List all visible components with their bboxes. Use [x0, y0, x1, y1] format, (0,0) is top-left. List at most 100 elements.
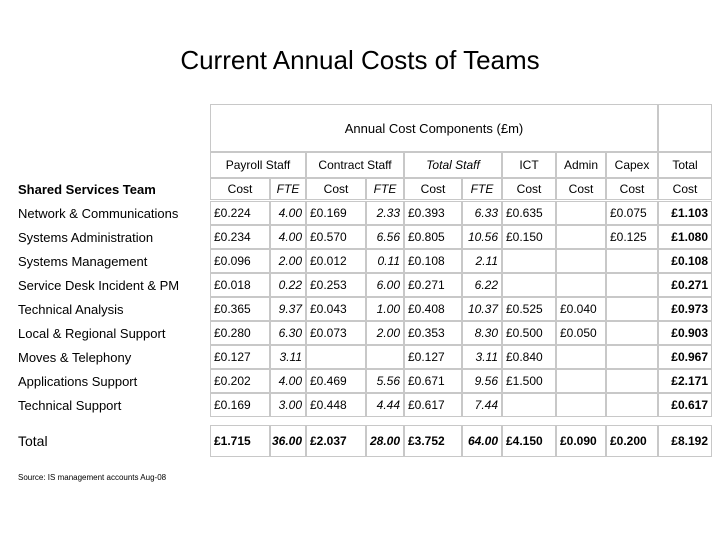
table-cell: 6.56	[366, 225, 404, 249]
row-label: Systems Management	[18, 253, 148, 269]
row-label: Systems Administration	[18, 229, 154, 245]
column-header: Cost	[606, 178, 658, 200]
table-cell: 6.22	[462, 273, 502, 297]
table-cell: 9.37	[270, 297, 306, 321]
table-cell: 10.56	[462, 225, 502, 249]
table-cell	[606, 345, 658, 369]
table-cell: 4.00	[270, 225, 306, 249]
column-header: Cost	[658, 178, 712, 200]
table-cell	[556, 273, 606, 297]
table-cell: £1.500	[502, 369, 556, 393]
table-cell: £0.018	[210, 273, 270, 297]
table-cell: £1.715	[210, 425, 270, 457]
table-cell: £0.150	[502, 225, 556, 249]
slide-title: Current Annual Costs of Teams	[180, 44, 540, 75]
table-caption: Annual Cost Components (£m)	[210, 104, 658, 152]
table-cell: £0.096	[210, 249, 270, 273]
row-label: Total	[18, 433, 48, 449]
table-cell: 28.00	[366, 425, 404, 457]
table-cell	[556, 225, 606, 249]
table-cell	[606, 273, 658, 297]
table-cell: 3.11	[462, 345, 502, 369]
table-cell: £0.108	[658, 249, 712, 273]
table-cell: £0.903	[658, 321, 712, 345]
table-cell: £0.973	[658, 297, 712, 321]
group-header: Capex	[606, 152, 658, 178]
row-label: Technical Analysis	[18, 301, 124, 317]
group-header: Payroll Staff	[210, 152, 306, 178]
table-cell: £0.840	[502, 345, 556, 369]
table-cell: 64.00	[462, 425, 502, 457]
column-header: FTE	[270, 178, 306, 200]
table-cell: £0.353	[404, 321, 462, 345]
row-label: Local & Regional Support	[18, 325, 166, 341]
table-cell: £0.040	[556, 297, 606, 321]
table-cell: £0.967	[658, 345, 712, 369]
table-cell	[606, 321, 658, 345]
group-header: Contract Staff	[306, 152, 404, 178]
table-cell: 2.00	[270, 249, 306, 273]
table-cell: £0.169	[306, 201, 366, 225]
table-cell	[366, 345, 404, 369]
table-cell	[556, 201, 606, 225]
table-cell: £0.365	[210, 297, 270, 321]
table-cell: £0.073	[306, 321, 366, 345]
table-cell: £0.050	[556, 321, 606, 345]
table-cell: £0.280	[210, 321, 270, 345]
table-cell	[502, 393, 556, 417]
group-header: Admin	[556, 152, 606, 178]
table-cell: 3.00	[270, 393, 306, 417]
table-cell: £0.671	[404, 369, 462, 393]
group-header: Total Staff	[404, 152, 502, 178]
row-label: Applications Support	[18, 373, 138, 389]
table-cell: £0.090	[556, 425, 606, 457]
table-cell: 10.37	[462, 297, 502, 321]
table-cell: 0.22	[270, 273, 306, 297]
source-note: Source: IS management accounts Aug-08	[18, 472, 167, 482]
table-cell	[556, 393, 606, 417]
table-cell	[556, 345, 606, 369]
table-cell: £0.202	[210, 369, 270, 393]
header-cell	[658, 104, 712, 152]
table-cell: £0.234	[210, 225, 270, 249]
table-cell: 0.11	[366, 249, 404, 273]
table-cell	[556, 369, 606, 393]
table-cell	[606, 393, 658, 417]
table-cell: £0.125	[606, 225, 658, 249]
table-cell: £0.127	[404, 345, 462, 369]
table-cell: 4.00	[270, 201, 306, 225]
table-cell: 2.00	[366, 321, 404, 345]
table-cell: 6.00	[366, 273, 404, 297]
column-header: Cost	[306, 178, 366, 200]
table-cell: 6.30	[270, 321, 306, 345]
group-header: ICT	[502, 152, 556, 178]
table-cell: £0.075	[606, 201, 658, 225]
table-cell: £0.043	[306, 297, 366, 321]
row-label: Moves & Telephony	[18, 349, 132, 365]
table-cell: £0.635	[502, 201, 556, 225]
table-cell: 2.33	[366, 201, 404, 225]
table-cell: £0.271	[658, 273, 712, 297]
row-label: Service Desk Incident & PM	[18, 277, 180, 293]
table-cell: 4.00	[270, 369, 306, 393]
table-cell	[502, 249, 556, 273]
table-cell: £2.171	[658, 369, 712, 393]
table-cell: £8.192	[658, 425, 712, 457]
table-cell: £0.570	[306, 225, 366, 249]
table-cell: £0.127	[210, 345, 270, 369]
table-cell: 9.56	[462, 369, 502, 393]
column-header: Cost	[210, 178, 270, 200]
row-header-title: Shared Services Team	[18, 181, 156, 197]
table-cell: 1.00	[366, 297, 404, 321]
row-label: Network & Communications	[18, 205, 179, 221]
table-cell	[502, 273, 556, 297]
group-header: Total	[658, 152, 712, 178]
table-cell: 36.00	[270, 425, 306, 457]
table-cell: 2.11	[462, 249, 502, 273]
table-cell: £0.200	[606, 425, 658, 457]
table-cell: £1.103	[658, 201, 712, 225]
table-cell: £0.805	[404, 225, 462, 249]
table-cell: 8.30	[462, 321, 502, 345]
column-header: FTE	[366, 178, 404, 200]
